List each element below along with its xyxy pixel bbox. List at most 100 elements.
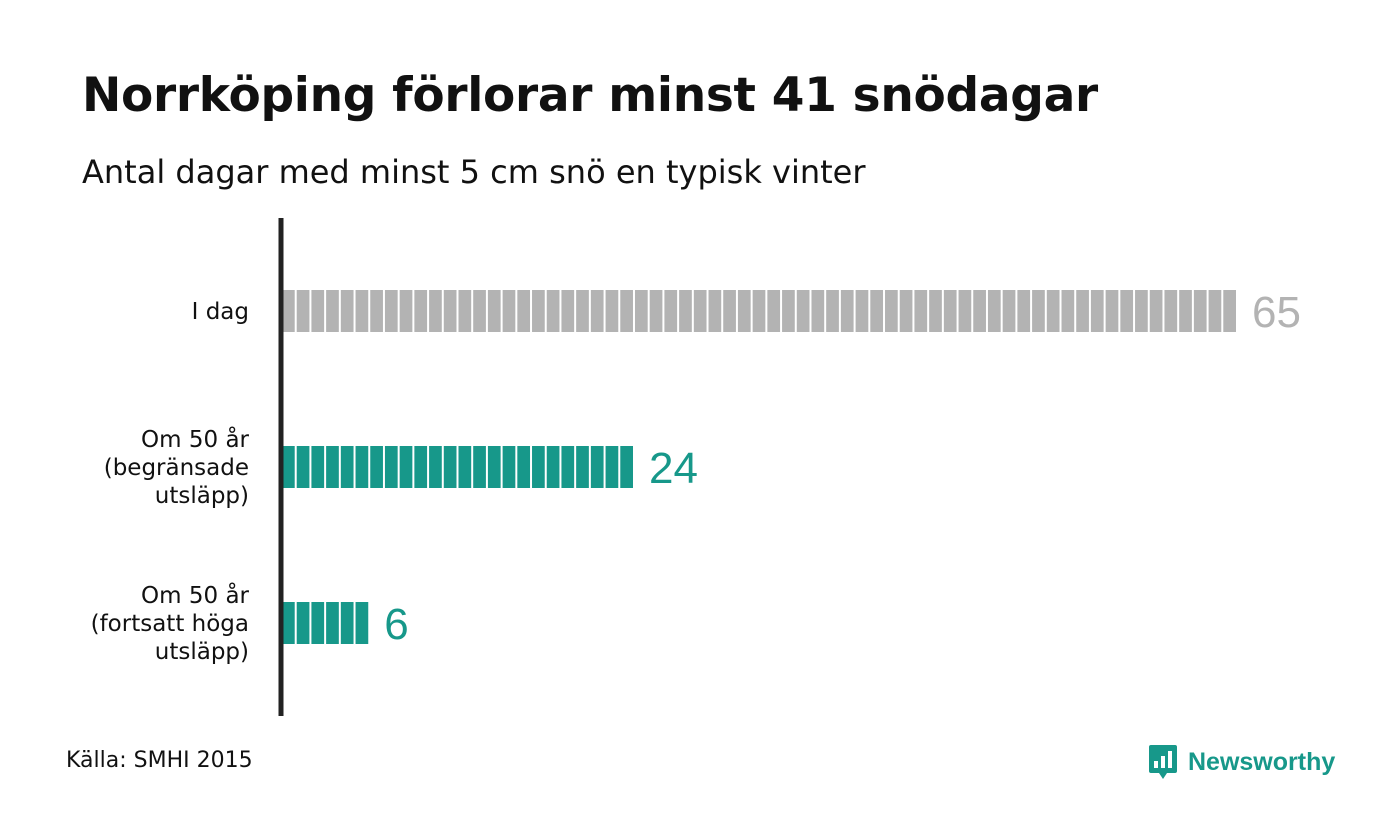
- bar-segment: [561, 290, 575, 332]
- bar-segment: [664, 290, 678, 332]
- bar-segment: [943, 290, 957, 332]
- brand-logo: Newsworthy: [1148, 744, 1335, 780]
- source-note: Källa: SMHI 2015: [66, 748, 253, 773]
- bar-segment: [1120, 290, 1134, 332]
- bar-segment: [546, 290, 560, 332]
- bar-segment: [384, 290, 398, 332]
- category-label: Om 50 år (fortsatt höga utsläpp): [91, 581, 250, 665]
- bar-segment: [473, 446, 486, 488]
- bar-segment: [355, 290, 369, 332]
- bar-segment: [782, 290, 795, 332]
- brand-name: Newsworthy: [1188, 747, 1336, 776]
- bar-segment: [546, 446, 560, 488]
- bar-segment: [914, 290, 928, 332]
- bar-segment: [693, 290, 707, 332]
- bar-segment: [414, 446, 428, 488]
- bar-segment: [840, 290, 854, 332]
- chart-subtitle: Antal dagar med minst 5 cm snö en typisk…: [82, 153, 866, 191]
- bar-segment: [929, 290, 942, 332]
- bar-segment: [870, 290, 884, 332]
- bar-segment: [340, 290, 354, 332]
- bar-segment: [532, 290, 545, 332]
- bar-segment: [340, 602, 354, 644]
- bar-segment: [826, 290, 839, 332]
- category-label-line: (begränsade: [104, 455, 249, 481]
- bar-segment: [517, 446, 531, 488]
- bar-segment: [576, 290, 589, 332]
- bar-segment: [811, 290, 825, 332]
- bar-segment: [502, 446, 516, 488]
- bar-segment: [429, 446, 442, 488]
- bar-segment: [355, 602, 369, 644]
- category-label: Om 50 år (begränsade utsläpp): [104, 425, 250, 509]
- bar-segment: [1002, 290, 1016, 332]
- bar-segment: [414, 290, 428, 332]
- bar-3: [282, 602, 369, 644]
- bar-segment: [620, 446, 633, 488]
- value-label: 6: [384, 600, 408, 649]
- bar-segment: [399, 446, 413, 488]
- bar-segment: [1090, 290, 1104, 332]
- bar-segment: [620, 290, 633, 332]
- bar-segment: [973, 290, 986, 332]
- bar-segment: [502, 290, 516, 332]
- category-label: I dag: [192, 299, 249, 325]
- bar-segment: [473, 290, 486, 332]
- bar-segment: [1017, 290, 1031, 332]
- bar-2: [282, 446, 633, 488]
- bar-segment: [458, 290, 472, 332]
- bar-segment: [987, 290, 1001, 332]
- bar-segment: [326, 446, 339, 488]
- bar-segment: [679, 290, 692, 332]
- category-label-line: utsläpp): [155, 483, 249, 509]
- bar-segment: [311, 446, 325, 488]
- chart-title: Norrköping förlorar minst 41 snödagar: [82, 68, 1098, 123]
- bar-segment: [723, 290, 736, 332]
- bar-segment: [605, 290, 619, 332]
- bar-segment: [326, 602, 339, 644]
- bar-segment: [311, 290, 325, 332]
- bar-segment: [576, 446, 589, 488]
- bar-segment: [561, 446, 575, 488]
- bar-segment: [796, 290, 810, 332]
- bar-chart-speech-bubble-icon: [1149, 745, 1177, 779]
- category-label-line: Om 50 år: [141, 425, 249, 453]
- category-label-line: utsläpp): [155, 639, 249, 665]
- bar-segment: [458, 446, 472, 488]
- bar-segment: [443, 290, 457, 332]
- bar-segment: [634, 290, 648, 332]
- bar-segment: [899, 290, 913, 332]
- bar-segment: [605, 446, 619, 488]
- bar-segment: [855, 290, 869, 332]
- bar-segment: [282, 446, 295, 488]
- bar-segment: [282, 290, 295, 332]
- bar-segment: [1032, 290, 1045, 332]
- category-label-line: (fortsatt höga: [91, 611, 249, 637]
- bar-segment: [767, 290, 781, 332]
- bar-segment: [326, 290, 339, 332]
- bar-segment: [590, 290, 604, 332]
- bar-segment: [384, 446, 398, 488]
- category-label-line: I dag: [192, 299, 249, 325]
- bar-segment: [429, 290, 442, 332]
- bar-segment: [355, 446, 369, 488]
- bar-segment: [532, 446, 545, 488]
- bar-segment: [590, 446, 604, 488]
- bar-segment: [399, 290, 413, 332]
- bar-segment: [443, 446, 457, 488]
- bar-segment: [1179, 290, 1192, 332]
- value-label: 24: [649, 444, 698, 493]
- bar-segment: [1223, 290, 1236, 332]
- bar-1: [282, 290, 1236, 332]
- bar-segment: [1135, 290, 1148, 332]
- bar-segment: [296, 290, 310, 332]
- bar-segment: [958, 290, 972, 332]
- bar-segment: [1076, 290, 1089, 332]
- bar-segment: [340, 446, 354, 488]
- bar-segment: [649, 290, 663, 332]
- bar-segment: [1149, 290, 1163, 332]
- bar-segment: [487, 446, 501, 488]
- bar-segment: [282, 602, 295, 644]
